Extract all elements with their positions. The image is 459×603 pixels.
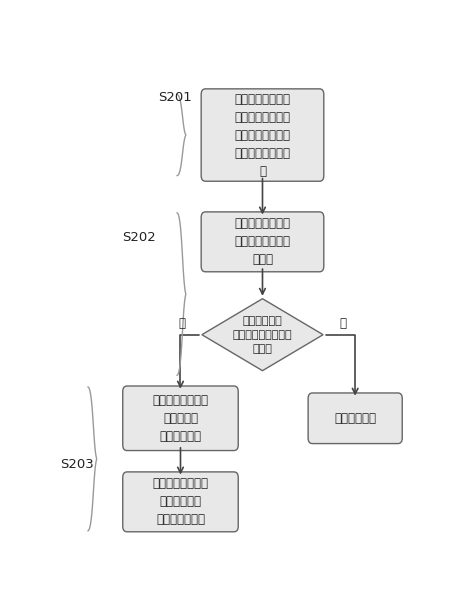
FancyBboxPatch shape [201,89,323,182]
FancyBboxPatch shape [201,212,323,272]
FancyBboxPatch shape [123,472,238,532]
Text: 觸發記錄裝置向自
動收集裝置
上傳打獵信息: 觸發記錄裝置向自 動收集裝置 上傳打獵信息 [152,394,208,443]
FancyBboxPatch shape [308,393,401,444]
Text: 觸發記錄裝置
驗證身份信息是否獲
得授權: 觸發記錄裝置 驗證身份信息是否獲 得授權 [232,316,291,354]
FancyBboxPatch shape [123,386,238,450]
Text: 自動收集裝置按照
預設行駛路徑和移
動參數移動至觸發
記錄裝置所在的位
置: 自動收集裝置按照 預設行駛路徑和移 動參數移動至觸發 記錄裝置所在的位 置 [234,92,290,177]
Text: 自動收集裝置向觸
發記錄裝置發送收
集請求: 自動收集裝置向觸 發記錄裝置發送收 集請求 [234,217,290,267]
Text: S202: S202 [123,231,156,244]
Text: 是: 是 [179,317,185,330]
Text: 否: 否 [338,317,346,330]
Text: 自動收集裝置收集
觸發記錄裝置
上傳的記錄信息: 自動收集裝置收集 觸發記錄裝置 上傳的記錄信息 [152,478,208,526]
Text: S203: S203 [60,458,94,471]
Text: 返回錯誤提示: 返回錯誤提示 [333,412,375,425]
Text: S201: S201 [158,92,191,104]
Polygon shape [202,298,322,371]
